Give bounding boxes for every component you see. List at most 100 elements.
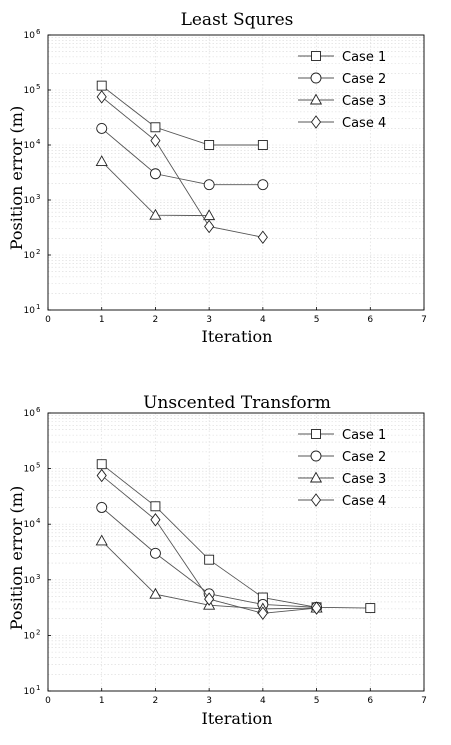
legend-marker-square xyxy=(311,429,321,439)
x-tick-label: 5 xyxy=(314,696,320,706)
legend-marker-triangle xyxy=(309,93,323,105)
data-point-diamond xyxy=(150,133,161,148)
data-point-triangle xyxy=(95,534,108,546)
plot-frame xyxy=(47,412,425,692)
y-tick-label: 10 xyxy=(24,465,36,475)
series-case-1 xyxy=(96,80,268,150)
y-tick-label: 10 xyxy=(24,86,36,96)
legend-label: Case 1 xyxy=(342,50,386,65)
series-case-4 xyxy=(96,90,268,245)
legend-label: Case 4 xyxy=(342,494,386,509)
data-point-square xyxy=(204,140,215,150)
data-point-triangle xyxy=(95,155,108,167)
y-tick-exponent: 5 xyxy=(36,83,40,91)
y-tick-exponent: 4 xyxy=(36,517,41,525)
data-point-diamond xyxy=(150,513,161,527)
data-point-diamond xyxy=(204,219,215,234)
y-tick-exponent: 3 xyxy=(36,573,40,581)
series-case-2 xyxy=(96,122,269,191)
data-point-diamond xyxy=(311,601,322,615)
data-point-circle xyxy=(149,547,161,559)
data-point-circle xyxy=(96,122,108,134)
chart-unscented-transform: Unscented Transform Iteration Position e… xyxy=(0,380,451,745)
legend-label: Case 1 xyxy=(342,428,386,443)
data-point-diamond xyxy=(96,90,107,104)
data-point-triangle xyxy=(149,587,162,599)
y-tick-exponent: 6 xyxy=(36,406,41,414)
y-tick-label: 10 xyxy=(24,31,36,41)
legend-label: Case 2 xyxy=(342,72,386,87)
data-point-diamond xyxy=(204,592,215,606)
y-tick-label: 10 xyxy=(24,409,36,419)
data-point-circle xyxy=(96,502,108,513)
x-tick-label: 0 xyxy=(45,315,51,325)
legend-item: Case 1 xyxy=(298,428,386,443)
y-tick-exponent: 1 xyxy=(36,684,40,692)
x-tick-label: 2 xyxy=(153,315,159,325)
data-point-square xyxy=(150,501,161,512)
x-tick-label: 6 xyxy=(367,696,373,706)
series-line xyxy=(101,96,263,238)
x-tick-label: 7 xyxy=(421,696,427,706)
chart-least-squares-svg: Least Squres Iteration Position error (m… xyxy=(7,10,427,346)
data-point-diamond xyxy=(96,468,107,483)
x-tick-label: 2 xyxy=(153,696,159,706)
y-tick-exponent: 6 xyxy=(36,28,41,36)
plot-frame xyxy=(47,34,425,311)
y-tick-exponent: 4 xyxy=(36,138,41,146)
chart-title: Unscented Transform xyxy=(143,393,331,413)
x-tick-labels: 0 1 2 3 4 5 6 7 xyxy=(45,307,427,325)
x-tick-labels: 0 1 2 3 4 5 6 7 xyxy=(45,688,427,706)
x-tick-label: 6 xyxy=(367,315,373,325)
legend-item: Case 2 xyxy=(298,72,386,87)
series-case-4 xyxy=(96,468,322,621)
x-tick-label: 3 xyxy=(206,315,212,325)
series-line xyxy=(101,463,371,609)
y-tick-exponent: 1 xyxy=(36,303,40,311)
data-point-square xyxy=(150,122,161,133)
data-point-square xyxy=(96,459,107,470)
y-tick-exponent: 5 xyxy=(36,462,40,470)
series-line xyxy=(101,128,263,186)
legend-item: Case 3 xyxy=(298,93,386,109)
x-tick-label: 1 xyxy=(99,696,105,706)
x-tick-label: 3 xyxy=(206,696,212,706)
data-point-square xyxy=(365,603,376,614)
legend-item: Case 4 xyxy=(298,493,386,509)
legend: Case 1 Case 2 Case 3 Case 4 xyxy=(298,50,386,131)
y-axis-label: Position error (m) xyxy=(7,106,26,250)
data-point-circle xyxy=(203,179,215,191)
x-tick-label: 1 xyxy=(99,315,105,325)
legend-item: Case 1 xyxy=(298,50,386,65)
data-point-triangle xyxy=(149,208,162,220)
legend-marker-circle xyxy=(310,72,322,84)
series-case-1 xyxy=(96,459,376,614)
data-point-square xyxy=(257,140,268,150)
y-tick-label: 10 xyxy=(24,687,36,697)
chart-title: Least Squres xyxy=(181,10,294,30)
data-point-circle xyxy=(149,168,161,180)
y-tick-exponent: 3 xyxy=(36,193,40,201)
series-case-3 xyxy=(95,155,216,221)
data-point-square xyxy=(204,554,215,565)
x-tick-label: 0 xyxy=(45,696,51,706)
y-tick-label: 10 xyxy=(24,251,36,261)
y-axis-label: Position error (m) xyxy=(7,486,26,630)
x-tick-label: 4 xyxy=(260,696,266,706)
legend-label: Case 2 xyxy=(342,450,386,465)
y-tick-label: 10 xyxy=(24,631,36,641)
data-point-circle xyxy=(257,179,269,191)
legend-marker-diamond xyxy=(310,115,322,129)
y-tick-exponent: 2 xyxy=(36,628,40,636)
legend-marker-circle xyxy=(310,450,322,462)
data-point-square xyxy=(96,80,107,91)
y-tick-label: 10 xyxy=(24,141,36,151)
chart-least-squares: Least Squres Iteration Position error (m… xyxy=(0,0,451,370)
y-tick-label: 10 xyxy=(24,196,36,206)
y-tick-label: 10 xyxy=(24,306,36,316)
legend-item: Case 2 xyxy=(298,450,386,465)
data-point-diamond xyxy=(257,606,268,621)
legend-marker-diamond xyxy=(310,493,322,507)
legend-label: Case 3 xyxy=(342,472,386,487)
